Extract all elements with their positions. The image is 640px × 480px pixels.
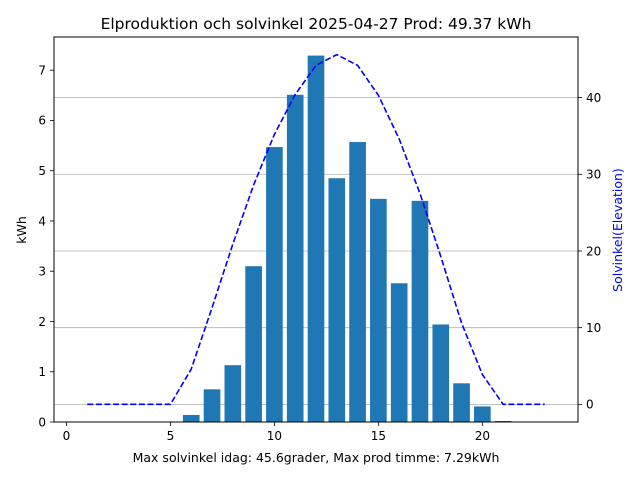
y2-axis-label: Solvinkel(Elevation)	[610, 168, 625, 292]
bar	[224, 365, 242, 422]
bar	[245, 266, 262, 422]
y-axis-left: 0 1 2 3 4 5 6 7	[38, 63, 54, 429]
y-tick-label: 5	[38, 164, 46, 178]
chart-title: Elproduktion och solvinkel 2025-04-27 Pr…	[101, 15, 532, 33]
bar	[411, 200, 429, 422]
y2-tick-label: 30	[586, 168, 601, 182]
y-tick-label: 0	[38, 415, 46, 429]
y-tick-label: 7	[38, 63, 46, 77]
bar	[453, 383, 470, 422]
x-tick-label: 10	[267, 429, 282, 443]
y2-tick-label: 0	[586, 398, 594, 412]
bar-series	[182, 55, 512, 422]
y-tick-label: 3	[38, 265, 46, 279]
bar	[307, 55, 325, 422]
y-tick-label: 4	[38, 214, 46, 228]
y-tick-label: 6	[38, 114, 46, 128]
x-tick-label: 0	[63, 429, 71, 443]
plot-frame	[53, 36, 579, 423]
bar	[474, 406, 491, 422]
bar	[286, 94, 304, 422]
y-tick-label: 2	[38, 315, 46, 329]
x-tick-label: 15	[371, 429, 386, 443]
bar	[203, 389, 221, 422]
bar	[266, 147, 283, 422]
bar	[494, 420, 512, 422]
bar	[328, 178, 346, 422]
x-tick-label: 20	[475, 429, 490, 443]
bar	[390, 283, 408, 422]
bar	[432, 324, 450, 422]
y2-tick-label: 40	[586, 91, 601, 105]
bar	[349, 142, 366, 422]
y-axis-right: 0 10 20 30 40	[578, 91, 601, 412]
bar	[370, 198, 387, 422]
x-axis: 0 5 10 15 20	[63, 422, 490, 443]
y-axis-label: kWh	[14, 216, 29, 244]
x-axis-label: Max solvinkel idag: 45.6grader, Max prod…	[133, 450, 500, 465]
y2-tick-label: 20	[586, 244, 601, 258]
bar	[182, 414, 200, 422]
y2-tick-label: 10	[586, 321, 601, 335]
y-tick-label: 1	[38, 365, 46, 379]
x-tick-label: 5	[167, 429, 175, 443]
